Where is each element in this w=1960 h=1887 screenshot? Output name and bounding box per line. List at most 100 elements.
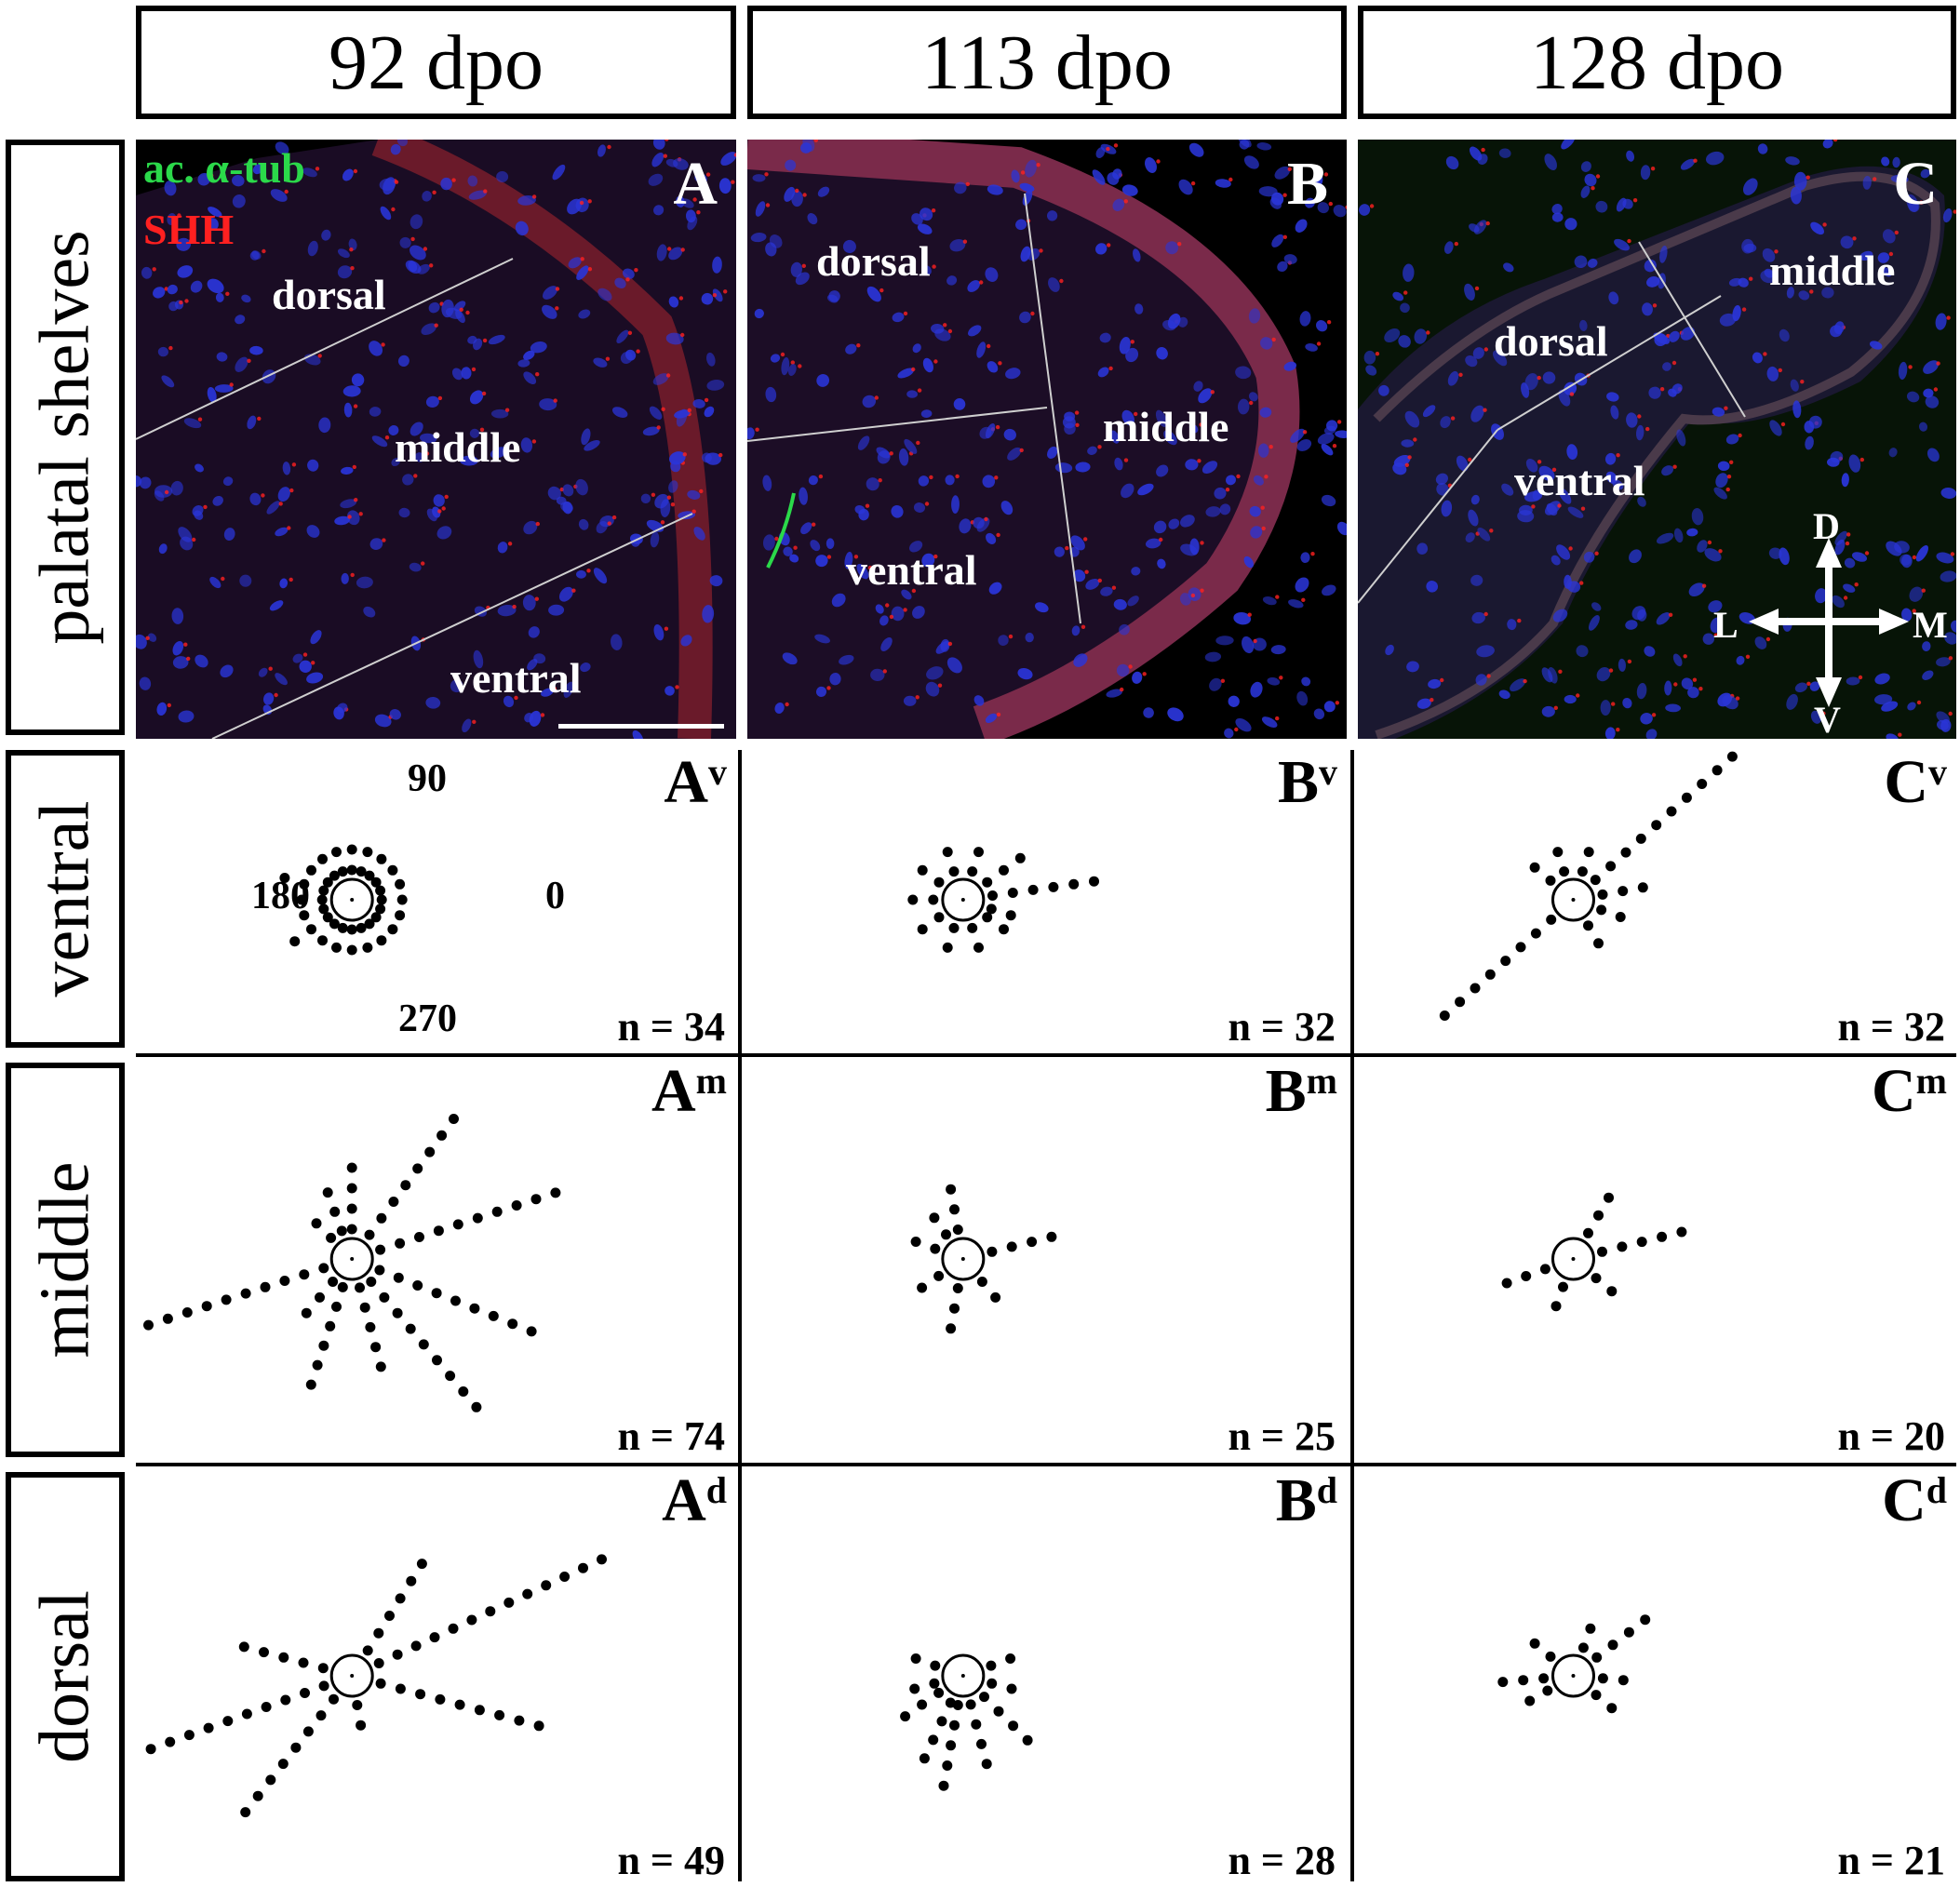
rose-data-dot (373, 1658, 384, 1668)
panel-letter-Av: Av (664, 748, 727, 816)
region-label-dorsal: dorsal (816, 237, 931, 285)
rose-data-dot (986, 903, 997, 915)
rose-data-dot (329, 1693, 339, 1705)
row-label-dorsal: dorsal (6, 1472, 125, 1881)
rose-data-dot (942, 1760, 953, 1771)
column-header-113dpo: 113 dpo (747, 6, 1347, 119)
rose-center-ring (941, 877, 986, 922)
rose-panel-Bm: Bm n = 25 (747, 1059, 1347, 1459)
rose-data-dot (1515, 942, 1526, 953)
rose-data-dot (359, 1302, 370, 1313)
rose-data-dot (1068, 878, 1080, 890)
rose-data-dot (302, 1726, 314, 1737)
rose-center-point (1571, 1257, 1576, 1261)
rose-data-dot (1615, 912, 1626, 922)
rose-data-dot (948, 922, 960, 933)
rose-data-dot (1596, 904, 1607, 916)
rose-data-dot (322, 877, 333, 888)
sample-count-Cm: n = 20 (1837, 1413, 1945, 1459)
rose-data-dot (938, 1780, 949, 1791)
rose-data-dot (221, 1294, 232, 1305)
rose-data-dot (928, 1734, 939, 1746)
rose-data-dot (987, 1246, 998, 1257)
rose-data-dot (298, 1657, 309, 1668)
rose-data-dot (1500, 956, 1511, 967)
rose-data-dot (259, 1647, 269, 1658)
rose-data-dot (1697, 779, 1708, 789)
rose-diagram (1439, 751, 1738, 1021)
rose-data-dot (315, 1291, 325, 1303)
rose-diagram (143, 1114, 561, 1412)
rose-data-dot (1006, 1683, 1017, 1694)
rose-data-dot (949, 1720, 960, 1731)
rose-data-dot (1618, 1675, 1629, 1686)
rose-data-dot (919, 1753, 930, 1764)
rose-data-dot (1545, 1651, 1556, 1662)
region-label-ventral: ventral (1514, 457, 1645, 504)
rose-data-dot (981, 1759, 992, 1770)
rose-data-dot (238, 1641, 249, 1653)
column-header-92dpo: 92 dpo (136, 6, 736, 119)
rose-data-dot (299, 910, 310, 921)
row-label-palatal-shelves: palatal shelves (6, 140, 125, 735)
micrograph-A: ac. α-tub SHH A dorsal middle ventral (136, 140, 736, 739)
panel-letter-Bd: Bd (1275, 1466, 1337, 1534)
rose-data-dot (412, 1163, 423, 1174)
rose-data-dot (296, 894, 307, 905)
rose-data-dot (1577, 1642, 1589, 1653)
legend-green-label: ac. α-tub (143, 144, 305, 192)
rose-data-dot (488, 1310, 499, 1321)
rose-data-dot (395, 1683, 406, 1694)
rose-data-dot (936, 1716, 947, 1727)
rose-data-dot (967, 922, 978, 933)
rose-data-dot (396, 894, 408, 905)
sample-count-Cd: n = 21 (1837, 1838, 1945, 1883)
rose-center-ring (941, 1237, 986, 1281)
rose-center-ring (329, 1237, 374, 1281)
rose-data-dot (1007, 888, 1018, 898)
rose-data-dot (375, 1244, 386, 1255)
rose-data-dot (1048, 881, 1059, 892)
rose-data-dot (395, 878, 406, 890)
rose-data-dot (929, 1212, 940, 1224)
rose-data-dot (1529, 862, 1540, 873)
rose-data-dot (1591, 1273, 1602, 1284)
rose-data-dot (318, 1340, 329, 1351)
rose-data-dot (1618, 886, 1629, 897)
region-label-dorsal: dorsal (272, 271, 386, 318)
rose-data-dot (318, 1263, 329, 1274)
rose-data-dot (1636, 1237, 1647, 1248)
rose-data-dot (1538, 1673, 1550, 1684)
rose-data-dot (362, 847, 373, 858)
row-label-text: middle (25, 1161, 104, 1358)
rose-data-dot (355, 1282, 365, 1293)
rose-data-dot (280, 1694, 291, 1706)
rose-data-dot (1551, 1301, 1562, 1312)
rose-data-dot (375, 903, 386, 915)
rose-data-dot (375, 1361, 386, 1372)
rose-data-dot (322, 1187, 333, 1198)
rose-data-dot (362, 1645, 373, 1656)
rose-data-dot (364, 918, 375, 930)
rose-data-dot (346, 1203, 357, 1214)
rose-data-dot (952, 1283, 963, 1293)
rose-data-dot (986, 1660, 997, 1671)
rose-data-dot (1591, 1652, 1603, 1663)
rose-data-dot (370, 877, 382, 888)
legend-red-label: SHH (143, 206, 235, 253)
rose-center-point (960, 1257, 965, 1261)
rose-diagram (279, 844, 408, 956)
rose-data-dot (1623, 1626, 1634, 1638)
rose-data-dot (928, 894, 939, 905)
rose-data-dot (395, 1593, 406, 1604)
rose-panel-Av: 90 180 0 270 Av n = 34 (136, 750, 736, 1050)
rose-data-dot (183, 1730, 195, 1741)
rose-data-dot (907, 894, 919, 905)
rose-data-dot (948, 866, 960, 877)
rose-data-dot (930, 1243, 941, 1254)
rose-diagram (910, 1184, 1057, 1334)
rose-data-dot (356, 922, 367, 933)
rose-data-dot (979, 1692, 989, 1703)
rose-data-dot (1681, 792, 1692, 803)
rose-data-dot (1726, 751, 1738, 762)
